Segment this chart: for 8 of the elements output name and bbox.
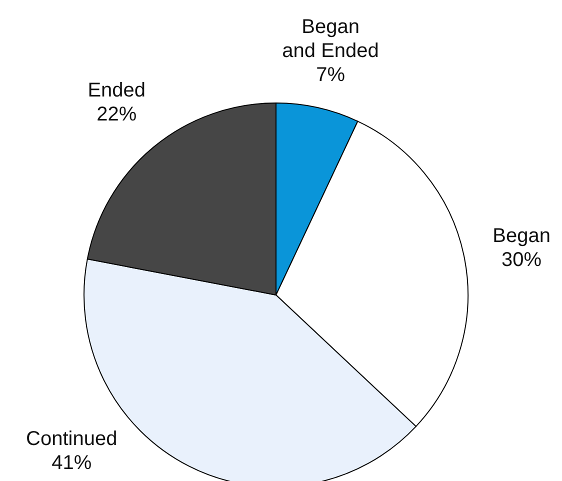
slice-label: Began and Ended	[282, 16, 379, 62]
slice-label: Continued	[26, 428, 118, 450]
slice-label: Ended	[88, 79, 146, 102]
data-label: 7%	[316, 64, 346, 86]
data-label: 30%	[502, 249, 542, 272]
data-label: 41%	[52, 452, 92, 474]
slice-label: Began	[492, 225, 550, 248]
data-label: 22%	[96, 103, 137, 126]
